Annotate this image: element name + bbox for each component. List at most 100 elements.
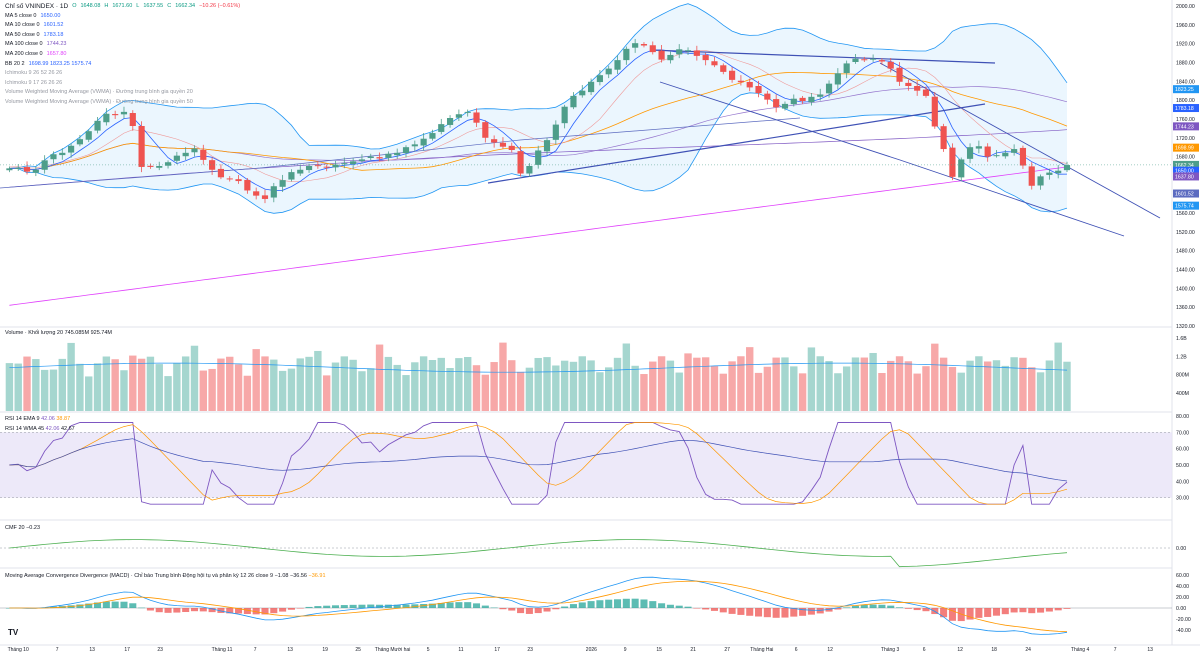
volume-bar — [120, 370, 128, 411]
candle-body — [85, 131, 92, 140]
macd-hist-bar — [746, 608, 754, 616]
volume-bar — [675, 372, 683, 411]
volume-bar — [957, 372, 965, 411]
volume-bar — [649, 361, 657, 411]
volume-bar — [525, 367, 534, 411]
indicator-row[interactable]: Volume Weighted Moving Average (VWMA) · … — [5, 98, 240, 108]
candle-body — [808, 96, 815, 103]
time-tick-label: 13 — [287, 647, 293, 653]
volume-bar — [305, 356, 313, 411]
volume-bar — [939, 357, 948, 411]
candle-body — [499, 142, 507, 147]
indicator-row[interactable]: MA 100 close 0 1744.23 — [5, 40, 240, 50]
candle-body — [94, 120, 101, 131]
tradingview-logo[interactable]: TV — [8, 628, 19, 637]
time-tick-label: Tháng 11 — [212, 647, 233, 653]
macd-hist-bar — [164, 608, 172, 613]
macd-hist-bar — [569, 604, 577, 608]
volume-title-text: Volume · Khối lượng 20 — [5, 330, 64, 336]
volume-tick-label: 400M — [1176, 391, 1189, 397]
volume-bar — [463, 357, 472, 411]
candle-body — [773, 99, 780, 108]
cmf-title[interactable]: CMF 20 −0.23 — [5, 525, 40, 531]
macd-hist-bar — [552, 608, 560, 610]
macd-hist-bar — [737, 608, 745, 615]
indicator-row[interactable]: Ichimoku 9 26 52 26 26 — [5, 69, 240, 79]
indicator-name: MA 10 close 0 — [5, 22, 40, 29]
macd-hist-bar — [393, 604, 401, 608]
price-tick-label: 2000.00 — [1176, 4, 1195, 10]
indicator-row[interactable]: MA 5 close 0 1650.00 — [5, 12, 240, 22]
volume-bar — [569, 361, 578, 411]
price-tick-label: 1760.00 — [1176, 117, 1195, 123]
volume-bar — [287, 368, 296, 411]
volume-bar — [596, 372, 604, 411]
volume-bar — [5, 363, 14, 411]
indicator-row[interactable]: MA 50 close 0 1783.18 — [5, 31, 240, 41]
volume-tick-label: 1.6B — [1176, 336, 1187, 342]
macd-hist-bar — [76, 604, 84, 608]
candle-body — [1002, 152, 1009, 157]
indicator-row[interactable]: MA 200 close 0 1657.80 — [5, 50, 240, 60]
candle-body — [543, 140, 551, 152]
candle-body — [32, 169, 39, 173]
candle-body — [112, 114, 119, 116]
time-tick-label: 15 — [656, 647, 662, 653]
macd-hist-bar — [763, 608, 771, 618]
candle-body — [914, 86, 921, 91]
price-tag-label: 1662.34 — [1175, 163, 1194, 169]
candle-body — [790, 98, 797, 105]
macd-hist-bar — [1063, 608, 1071, 609]
symbol-title[interactable]: Chỉ số VNINDEX · 1D — [5, 3, 69, 10]
volume-bar — [437, 357, 445, 411]
macd-hist-bar — [825, 608, 833, 612]
volume-bar — [516, 371, 525, 411]
time-tick-label: 12 — [827, 647, 833, 653]
macd-title[interactable]: Moving Average Convergence Divergence (M… — [5, 573, 326, 579]
volume-title[interactable]: Volume · Khối lượng 20 745.085M 925.74M — [5, 330, 112, 336]
volume-bar — [754, 372, 763, 411]
macd-hist-bar — [455, 602, 463, 608]
candle-body — [156, 166, 163, 168]
volume-bar — [76, 363, 84, 411]
volume-bar — [32, 359, 40, 411]
rsi2-title[interactable]: RSI 14 WMA 45 42.06 42.67 — [5, 426, 75, 432]
volume-bar — [710, 366, 719, 411]
time-tick-label: 17 — [124, 647, 130, 653]
volume-bar — [199, 370, 208, 411]
macd-hist-bar — [331, 605, 340, 608]
trendline-channel-low — [659, 81, 1125, 237]
macd-hist-bar — [1010, 608, 1018, 613]
time-tick-label: 7 — [1114, 647, 1117, 653]
price-tick-label: 1840.00 — [1176, 79, 1195, 85]
indicator-row[interactable]: Ichimoku 9 17 26 26 26 — [5, 79, 240, 89]
indicator-row[interactable]: MA 10 close 0 1601.52 — [5, 21, 240, 31]
macd-hist-bar — [358, 604, 366, 608]
time-tick-label: Tháng Hai — [750, 647, 773, 653]
candle-body — [261, 195, 269, 199]
volume-bar — [913, 373, 921, 411]
volume-bar — [825, 361, 833, 411]
volume-bar — [992, 360, 1001, 411]
macd-hist-bar — [693, 608, 701, 609]
indicator-row[interactable]: Volume Weighted Moving Average (VWMA) · … — [5, 88, 240, 98]
ohlc-low: 1637.55 — [143, 3, 164, 9]
volume-bar — [631, 365, 639, 411]
price-tag-label: 1637.80 — [1175, 174, 1194, 180]
candle-body — [411, 144, 418, 147]
macd-hist-bar — [499, 608, 507, 610]
indicator-name: MA 50 close 0 — [5, 31, 40, 38]
candle-body — [817, 94, 824, 97]
indicator-row[interactable]: BB 20 2 1698.99 1823.25 1575.74 — [5, 60, 240, 70]
volume-tick-label: 800M — [1176, 373, 1189, 379]
time-tick-label: Tháng 3 — [881, 647, 900, 653]
trendline-top — [649, 49, 996, 64]
volume-bar — [481, 374, 490, 411]
macd-hist-bar — [578, 602, 586, 608]
rsi1-title[interactable]: RSI 14 EMA 9 42.06 38.87 — [5, 416, 70, 422]
candle-body — [561, 106, 568, 124]
indicator-value: 1744.23 — [46, 41, 67, 48]
